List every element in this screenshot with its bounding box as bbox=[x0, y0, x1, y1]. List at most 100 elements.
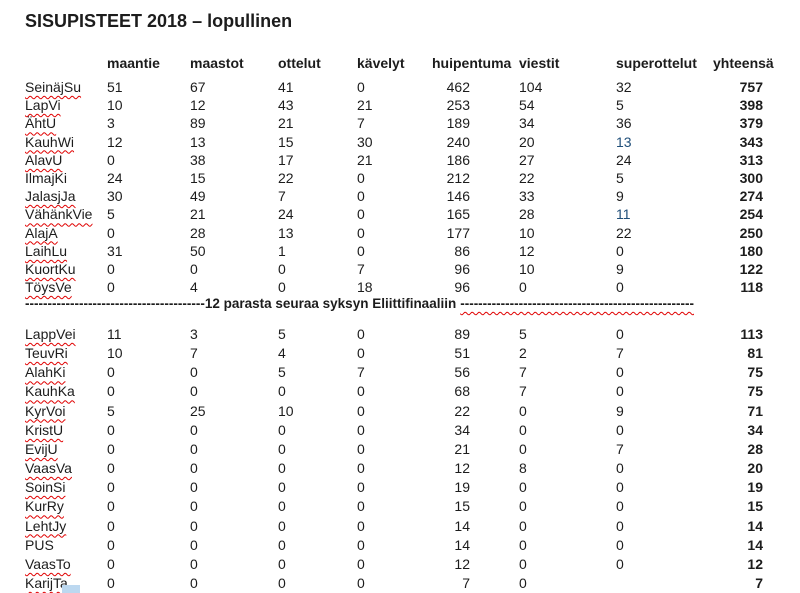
stat-yhteensä: 379 bbox=[739, 115, 763, 132]
stat-superottelut: 0 bbox=[616, 517, 624, 534]
stat-superottelut: 7 bbox=[616, 440, 624, 457]
stat-kävelyt: 0 bbox=[357, 402, 365, 419]
stat-kävelyt: 0 bbox=[357, 383, 365, 400]
stat-maantie: 0 bbox=[107, 440, 115, 457]
table-row: EvijU 0 0 0 0 21 0 7 28 bbox=[0, 441, 800, 459]
table-row: KyrVoi 5 25 10 0 22 0 9 71 bbox=[0, 403, 800, 421]
stat-kävelyt: 21 bbox=[357, 97, 373, 114]
stat-maastot: 0 bbox=[190, 383, 198, 400]
stat-maastot: 0 bbox=[190, 517, 198, 534]
stat-ottelut: 0 bbox=[278, 517, 286, 534]
stat-huipentuma: 15 bbox=[454, 498, 470, 515]
stat-maastot: 67 bbox=[190, 79, 206, 95]
stat-maantie: 0 bbox=[107, 151, 115, 168]
column-header-kavelyt: kävelyt bbox=[357, 55, 405, 71]
stat-viestit: 10 bbox=[519, 261, 535, 277]
stat-kävelyt: 7 bbox=[357, 115, 365, 132]
stat-maastot: 38 bbox=[190, 151, 206, 168]
stat-yhteensä: 343 bbox=[739, 133, 763, 150]
stat-maantie: 10 bbox=[107, 97, 123, 114]
stat-huipentuma: 186 bbox=[446, 151, 470, 168]
team-name: ÄhtU bbox=[25, 115, 57, 132]
stat-viestit: 8 bbox=[519, 460, 527, 477]
stat-kävelyt: 0 bbox=[357, 326, 365, 342]
stat-maastot: 89 bbox=[190, 115, 206, 132]
table-row: VaasVa 0 0 0 0 12 8 0 20 bbox=[0, 460, 800, 478]
stat-huipentuma: 240 bbox=[446, 133, 470, 150]
stat-superottelut: 0 bbox=[616, 460, 624, 477]
table-row: IlmajKi 24 15 22 0 212 22 5 300 bbox=[0, 170, 800, 188]
stat-huipentuma: 462 bbox=[446, 79, 470, 95]
stat-yhteensä: 71 bbox=[747, 402, 763, 419]
stat-huipentuma: 56 bbox=[454, 364, 470, 381]
stat-kävelyt: 30 bbox=[357, 133, 373, 150]
stat-maantie: 51 bbox=[107, 79, 123, 95]
stat-ottelut: 0 bbox=[278, 460, 286, 477]
stat-kävelyt: 0 bbox=[357, 440, 365, 457]
stat-huipentuma: 68 bbox=[454, 383, 470, 400]
column-header-maastot: maastot bbox=[190, 55, 244, 71]
table-row: KuortKu 0 0 0 7 96 10 9 122 bbox=[0, 261, 800, 279]
stat-maastot: 28 bbox=[190, 224, 206, 241]
stat-superottelut: 7 bbox=[616, 345, 624, 362]
stat-maantie: 0 bbox=[107, 517, 115, 534]
stat-yhteensä: 20 bbox=[747, 460, 763, 477]
separator-right-dashes: ----------------------------------------… bbox=[460, 296, 694, 311]
stat-maantie: 12 bbox=[107, 133, 123, 150]
stat-yhteensä: 28 bbox=[747, 440, 763, 457]
table-row: TöysVe 0 4 0 18 96 0 0 118 bbox=[0, 279, 800, 297]
document-title: SISUPISTEET 2018 – lopullinen bbox=[25, 11, 293, 31]
stat-maantie: 0 bbox=[107, 536, 115, 553]
stat-viestit: 20 bbox=[519, 133, 535, 150]
stat-viestit: 0 bbox=[519, 555, 527, 572]
stat-huipentuma: 96 bbox=[454, 261, 470, 277]
table-row: LappVei 11 3 5 0 89 5 0 113 bbox=[0, 326, 800, 344]
team-name: TöysVe bbox=[25, 279, 72, 296]
stat-viestit: 10 bbox=[519, 224, 535, 241]
team-name: KarijTa bbox=[25, 574, 68, 591]
stat-maastot: 7 bbox=[190, 345, 198, 362]
stat-ottelut: 41 bbox=[278, 79, 294, 95]
stat-maastot: 4 bbox=[190, 279, 198, 296]
stat-ottelut: 0 bbox=[278, 421, 286, 438]
stat-huipentuma: 22 bbox=[454, 402, 470, 419]
table-row: JalasjJa 30 49 7 0 146 33 9 274 bbox=[0, 188, 800, 206]
stat-viestit: 0 bbox=[519, 440, 527, 457]
stat-ottelut: 24 bbox=[278, 206, 294, 223]
stat-yhteensä: 254 bbox=[739, 206, 763, 223]
stat-yhteensä: 34 bbox=[747, 421, 763, 438]
stat-maastot: 49 bbox=[190, 188, 206, 205]
stat-kävelyt: 0 bbox=[357, 224, 365, 241]
stat-huipentuma: 86 bbox=[454, 242, 470, 259]
stat-kävelyt: 0 bbox=[357, 421, 365, 438]
stat-superottelut: 36 bbox=[616, 115, 632, 132]
stat-huipentuma: 212 bbox=[446, 170, 470, 186]
stat-superottelut: 0 bbox=[616, 364, 624, 381]
table-row: LaihLu 31 50 1 0 86 12 0 180 bbox=[0, 243, 800, 261]
stat-viestit: 0 bbox=[519, 517, 527, 534]
stat-maantie: 0 bbox=[107, 261, 115, 277]
table-row: AlajA 0 28 13 0 177 10 22 250 bbox=[0, 225, 800, 243]
stat-viestit: 2 bbox=[519, 345, 527, 362]
stat-superottelut: 9 bbox=[616, 188, 624, 205]
stat-yhteensä: 15 bbox=[747, 498, 763, 515]
stat-yhteensä: 313 bbox=[739, 151, 763, 168]
stat-ottelut: 43 bbox=[278, 97, 294, 114]
stat-yhteensä: 250 bbox=[739, 224, 763, 241]
team-name: KuortKu bbox=[25, 261, 76, 277]
stat-maastot: 15 bbox=[190, 170, 206, 186]
stat-ottelut: 22 bbox=[278, 170, 294, 186]
stat-superottelut: 0 bbox=[616, 555, 624, 572]
stat-kävelyt: 0 bbox=[357, 460, 365, 477]
stat-superottelut: 0 bbox=[616, 421, 624, 438]
stat-maantie: 0 bbox=[107, 383, 115, 400]
team-name: VaasTo bbox=[25, 555, 71, 572]
stat-maantie: 0 bbox=[107, 574, 115, 591]
table-row: KauhKa 0 0 0 0 68 7 0 75 bbox=[0, 383, 800, 401]
stat-ottelut: 0 bbox=[278, 279, 286, 296]
stat-huipentuma: 177 bbox=[446, 224, 470, 241]
stat-superottelut: 0 bbox=[616, 383, 624, 400]
stat-kävelyt: 0 bbox=[357, 574, 365, 591]
team-name: SeinäjSu bbox=[25, 79, 82, 95]
column-header-viestit: viestit bbox=[519, 55, 560, 71]
